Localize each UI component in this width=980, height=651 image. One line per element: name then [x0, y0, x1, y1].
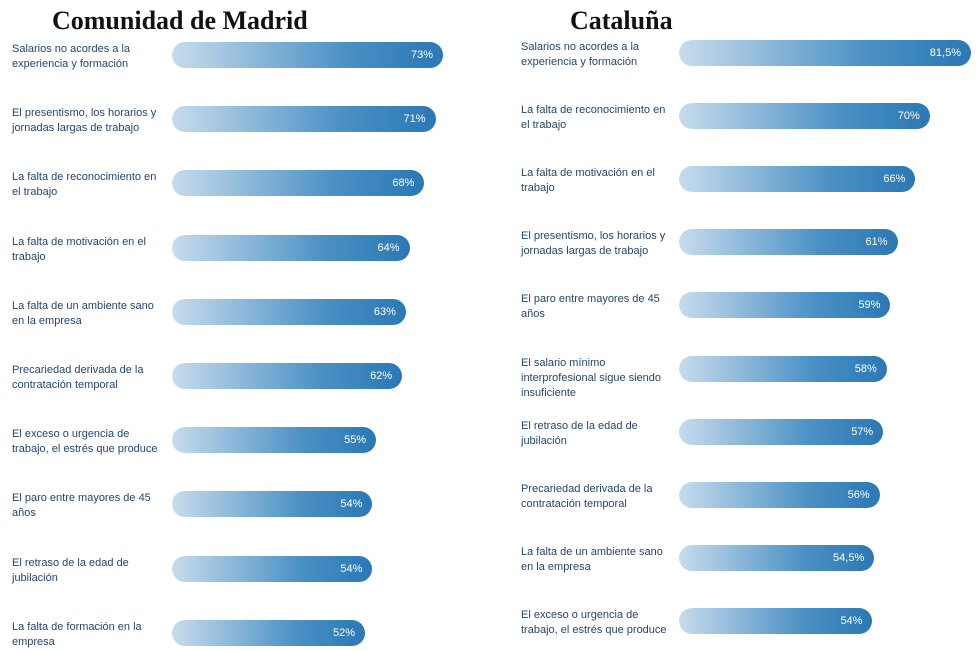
bar: 73%: [172, 42, 443, 68]
bar-value-label: 61%: [865, 236, 888, 249]
category-label: La falta de formación en la empresa: [12, 620, 142, 648]
bar: 66%: [679, 166, 916, 193]
category-label: El paro entre mayores de 45 años: [521, 293, 660, 321]
bar: 57%: [679, 418, 884, 445]
category-label: La falta de motivación en el trabajo: [521, 167, 655, 195]
bar: 54%: [172, 491, 373, 518]
category-label: El presentismo, los horarios y jornadas …: [521, 230, 666, 258]
bar-value-label: 54%: [840, 614, 863, 627]
bar-value-label: 54,5%: [833, 551, 865, 564]
category-label: Precariedad derivada de la contratación …: [521, 482, 653, 510]
bar: 54%: [172, 555, 373, 582]
category-label: El presentismo, los horarios y jornadas …: [12, 107, 157, 135]
bar-value-label: 55%: [344, 434, 367, 447]
category-label: El retraso de la edad de jubilación: [521, 419, 638, 447]
bar-value-label: 66%: [883, 173, 906, 186]
bar: 55%: [172, 427, 377, 454]
bar-value-label: 81,5%: [929, 47, 961, 59]
category-label: Precariedad derivada de la contratación …: [12, 364, 144, 391]
category-label: El salario mínimo interprofesional sigue…: [521, 356, 662, 399]
bar: 61%: [679, 229, 898, 256]
category-label: La falta de reconocimiento en el trabajo: [12, 171, 157, 199]
bar: 71%: [172, 106, 436, 133]
bar-value-label: 58%: [854, 362, 877, 375]
category-label: Salarios no acordes a la experiencia y f…: [521, 41, 640, 68]
bar: 81,5%: [679, 40, 971, 66]
bar-value-label: 54%: [340, 498, 363, 511]
chart-title-madrid: Comunidad de Madrid: [52, 6, 308, 35]
bar: 54%: [679, 607, 873, 634]
bar-value-label: 57%: [851, 425, 874, 438]
bar-value-label: 52%: [333, 626, 356, 639]
bar: 64%: [172, 234, 410, 261]
bar: 59%: [679, 292, 891, 319]
category-label: La falta de un ambiente sano en la empre…: [521, 545, 663, 573]
bar: 68%: [172, 170, 425, 197]
bar-value-label: 70%: [897, 110, 920, 123]
category-label: El paro entre mayores de 45 años: [12, 492, 151, 520]
bar: 58%: [679, 355, 887, 382]
bar-value-label: 73%: [410, 49, 433, 61]
bar-value-label: 54%: [340, 562, 363, 575]
bar-value-label: 63%: [373, 305, 396, 318]
bar-value-label: 71%: [403, 113, 426, 126]
bar-value-label: 56%: [847, 488, 870, 501]
bar-value-label: 64%: [377, 241, 400, 254]
category-label: La falta de un ambiente sano en la empre…: [12, 299, 154, 327]
bar: 70%: [679, 103, 930, 130]
bar-value-label: 68%: [392, 177, 415, 190]
bar: 56%: [679, 481, 880, 508]
category-label: La falta de reconocimiento en el trabajo: [521, 104, 666, 132]
bar-value-label: 62%: [370, 370, 393, 382]
category-label: El exceso o urgencia de trabajo, el estr…: [12, 428, 158, 456]
category-label: El exceso o urgencia de trabajo, el estr…: [521, 608, 667, 636]
bar-value-label: 59%: [858, 299, 881, 312]
bar: 62%: [172, 363, 403, 389]
category-label: Salarios no acordes a la experiencia y f…: [12, 43, 131, 70]
bar: 54,5%: [679, 544, 875, 571]
bar: 52%: [172, 619, 366, 646]
chart-title-cataluna: Cataluña: [570, 6, 673, 35]
category-label: El retraso de la edad de jubilación: [12, 556, 129, 584]
bar: 63%: [172, 298, 406, 325]
category-label: La falta de motivación en el trabajo: [12, 235, 146, 263]
